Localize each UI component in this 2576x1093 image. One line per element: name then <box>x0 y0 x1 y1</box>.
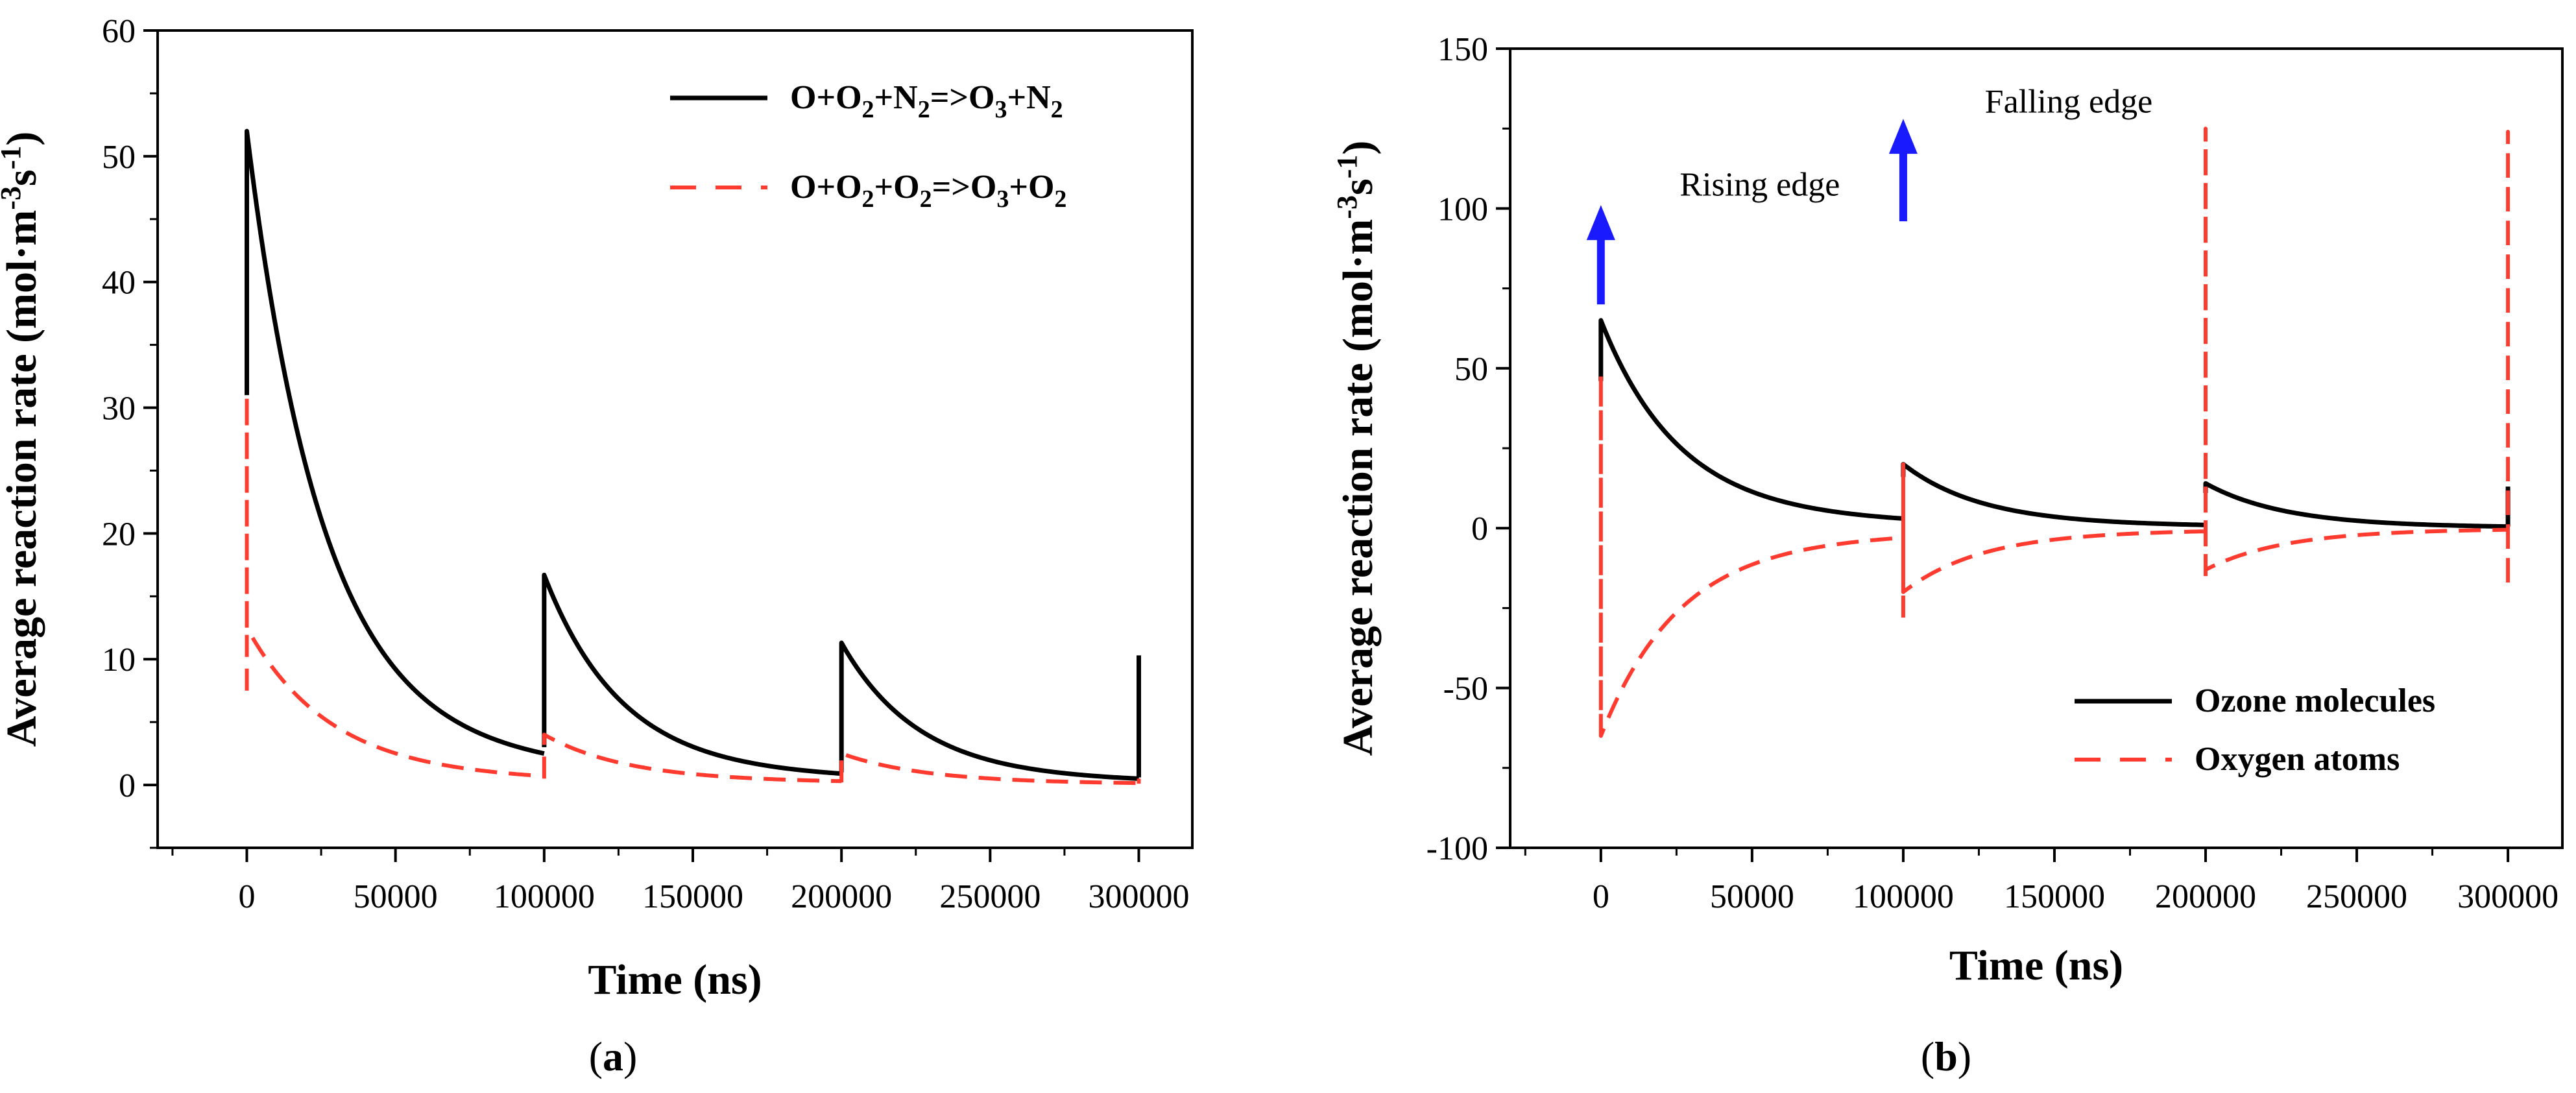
y-tick-label: 50 <box>1454 351 1488 388</box>
y-tick-label: 150 <box>1438 31 1488 68</box>
chart-panel-a: 0 50000 100000 150000 200000 250000 300000 0 10 2… <box>0 13 1194 1079</box>
y-axis-title: Average reaction rate (mol·m-3s-1) <box>0 132 45 747</box>
x-tick-label: 100000 <box>1853 878 1954 915</box>
y-tick-label: 0 <box>119 767 136 804</box>
legend-label-2: Oxygen atoms <box>2195 741 2400 778</box>
x-tick-label: 50000 <box>354 878 438 915</box>
x-tick-label: 300000 <box>1089 878 1190 915</box>
x-axis-title: Time (ns) <box>1949 942 2123 989</box>
x-tick-label: 0 <box>239 878 256 915</box>
y-tick-label: 30 <box>102 390 136 427</box>
legend-label-1: Ozone molecules <box>2195 682 2435 719</box>
series-group <box>245 128 1141 786</box>
chart-panel-b: 0 50000 100000 150000 200000 250000 300000 -100… <box>1331 31 2564 1079</box>
x-tick-label: 250000 <box>939 878 1041 915</box>
x-tick-label: 150000 <box>2004 878 2105 915</box>
legend-label-1: O+O2+N2=>O3+N2 <box>790 79 1063 123</box>
y-tick-label: 0 <box>1471 510 1488 547</box>
y-tick-label: -100 <box>1426 830 1488 867</box>
legend: O+O2+N2=>O3+N2 O+O2+O2=>O3+O2 <box>670 79 1066 213</box>
y-tick-label: 10 <box>102 642 136 679</box>
annotation-arrow-head <box>1888 119 1918 154</box>
y-tick-label: 100 <box>1438 191 1488 228</box>
x-axis-title: Time (ns) <box>588 956 762 1003</box>
x-tick-label: 150000 <box>642 878 743 915</box>
x-tick-label: 200000 <box>2155 878 2256 915</box>
x-tick-label: 300000 <box>2457 878 2558 915</box>
series-group <box>1598 126 2510 738</box>
series-line-1 <box>245 128 1141 781</box>
plot-frame <box>156 29 1194 849</box>
x-tick-label: 50000 <box>1710 878 1794 915</box>
x-tick-label: 250000 <box>2306 878 2407 915</box>
legend: Ozone molecules Oxygen atoms <box>2075 682 2435 778</box>
panel-label: (b) <box>1921 1033 1971 1079</box>
series-line-2 <box>245 393 1141 786</box>
y-tick-label: 60 <box>102 13 136 50</box>
y-tick-label: -50 <box>1443 671 1488 708</box>
series-line-2 <box>1598 126 2510 738</box>
y-tick-label: 40 <box>102 265 136 302</box>
annotation-label: Rising edge <box>1679 167 1840 204</box>
y-tick-label: 20 <box>102 516 136 553</box>
y-tick-label: 50 <box>102 139 136 176</box>
panel-label: (a) <box>589 1033 638 1079</box>
plot-frame <box>1509 47 2564 849</box>
annotation-arrow-head <box>1586 205 1615 241</box>
x-tick-label: 200000 <box>791 878 892 915</box>
series-line-1 <box>1598 318 2510 529</box>
x-tick-label: 100000 <box>494 878 595 915</box>
y-axis-title: Average reaction rate (mol·m-3s-1) <box>1331 141 1382 756</box>
legend-label-2: O+O2+O2=>O3+O2 <box>790 169 1066 213</box>
x-tick-label: 0 <box>1593 878 1609 915</box>
annotation-label: Falling edge <box>1985 84 2153 121</box>
